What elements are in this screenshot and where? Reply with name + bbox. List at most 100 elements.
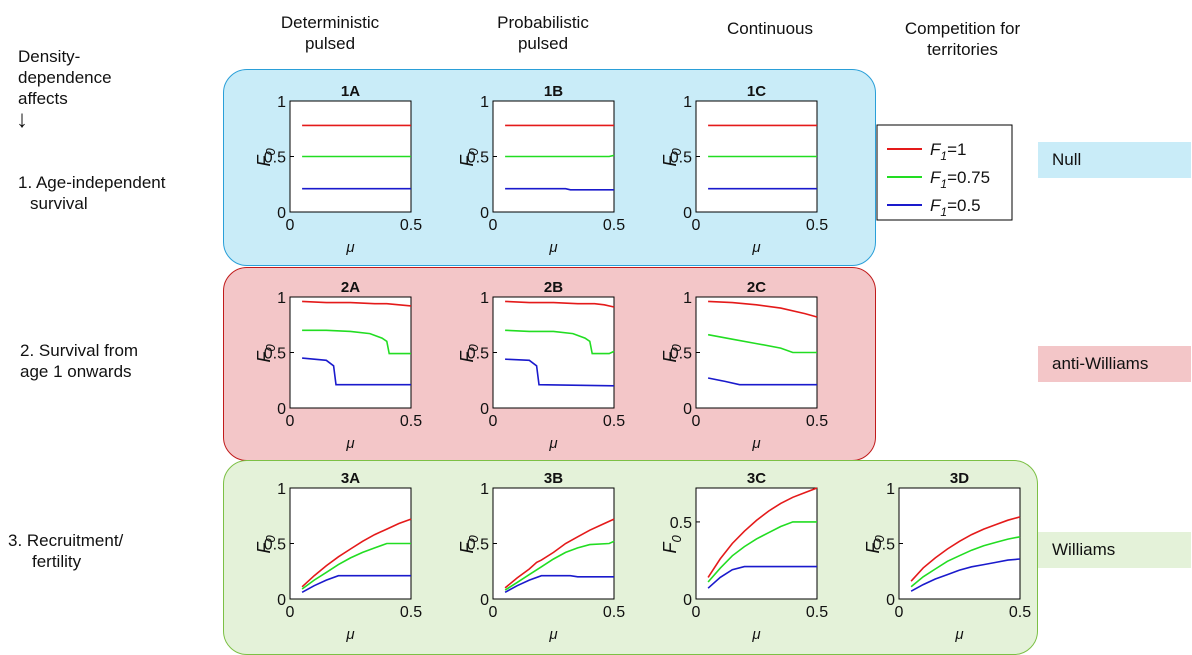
series-line-F1-0-5 bbox=[505, 358, 615, 387]
x-axis-label: μ bbox=[954, 626, 963, 643]
y-tick-label: 0 bbox=[480, 401, 489, 418]
chart-title: 2C bbox=[747, 279, 766, 296]
legend-label: F1=1 bbox=[930, 140, 966, 163]
tag-null: Null bbox=[1038, 142, 1191, 178]
x-tick-label: 0 bbox=[286, 217, 295, 234]
x-axis-label: μ bbox=[345, 435, 354, 452]
chart-title: 2B bbox=[544, 279, 563, 296]
y-tick-label: 1 bbox=[683, 290, 692, 307]
x-axis-label: μ bbox=[751, 626, 760, 643]
y-tick-label: 1 bbox=[277, 290, 286, 307]
y-tick-label: 0.5 bbox=[467, 346, 489, 363]
x-tick-label: 0 bbox=[692, 604, 701, 621]
x-tick-label: 0 bbox=[489, 217, 498, 234]
x-tick-label: 0.5 bbox=[400, 413, 422, 430]
series-line-F1-0-5 bbox=[910, 558, 1021, 592]
column-header-continuous: Continuous bbox=[726, 19, 813, 38]
y-tick-label: 1 bbox=[683, 94, 692, 111]
series-line-F1-1 bbox=[302, 300, 412, 307]
x-axis-label: μ bbox=[345, 626, 354, 643]
column-header-deterministic: Deterministic pulsed bbox=[280, 13, 380, 53]
chart-title: 3B bbox=[544, 470, 563, 487]
series-line-F1-0-75 bbox=[504, 540, 615, 591]
y-tick-label: 1 bbox=[480, 481, 489, 498]
y-tick-label: 0 bbox=[683, 592, 692, 609]
row-label-1: 1. Age-independent survival bbox=[18, 173, 166, 213]
x-axis-label: μ bbox=[548, 239, 557, 256]
plot-area bbox=[289, 296, 412, 409]
series-line-F1-0-5 bbox=[505, 187, 614, 191]
legend: F1=1 F1=0.75 F1=0.5 bbox=[876, 124, 1013, 221]
y-tick-label: 1 bbox=[277, 481, 286, 498]
y-tick-label: 0 bbox=[683, 205, 692, 222]
y-tick-label: 0.5 bbox=[264, 346, 286, 363]
series-line-F1-1 bbox=[708, 300, 818, 318]
side-header: Density- dependence affects ↓ bbox=[16, 47, 112, 133]
y-tick-label: 0.5 bbox=[264, 537, 286, 554]
x-tick-label: 0.5 bbox=[806, 604, 828, 621]
tag-williams: Williams bbox=[1038, 532, 1191, 568]
legend-label: F1=0.75 bbox=[930, 168, 990, 191]
x-tick-label: 0 bbox=[692, 217, 701, 234]
series-line-F1-0-75 bbox=[707, 333, 817, 354]
y-tick-label: 0.5 bbox=[670, 150, 692, 167]
x-tick-label: 0.5 bbox=[806, 413, 828, 430]
x-axis-label: μ bbox=[345, 239, 354, 256]
y-tick-label: 0 bbox=[886, 592, 895, 609]
chart-title: 3C bbox=[747, 470, 766, 487]
y-tick-label: 1 bbox=[277, 94, 286, 111]
series-line-F1-0-75 bbox=[505, 329, 615, 355]
series-line-F1-0-5 bbox=[302, 357, 411, 386]
tag-anti-williams: anti-Williams bbox=[1038, 346, 1191, 382]
y-tick-label: 1 bbox=[480, 290, 489, 307]
y-tick-label: 0.5 bbox=[873, 537, 895, 554]
series-line-F1-0-75 bbox=[302, 329, 411, 355]
series-line-F1-1 bbox=[504, 518, 615, 589]
legend-label: F1=0.5 bbox=[930, 196, 981, 219]
y-tick-label: 0 bbox=[277, 205, 286, 222]
series-line-F1-1 bbox=[707, 487, 818, 578]
y-tick-label: 1 bbox=[886, 481, 895, 498]
chart-title: 1C bbox=[747, 83, 766, 100]
chart-title: 3D bbox=[950, 470, 969, 487]
x-tick-label: 0.5 bbox=[1009, 604, 1031, 621]
y-axis-label: F0 bbox=[660, 535, 684, 554]
chart-3C: 3C 0 0.5 0 0.5 μ F0 bbox=[660, 470, 828, 643]
x-axis-label: μ bbox=[548, 435, 557, 452]
chart-title: 3A bbox=[341, 470, 360, 487]
x-axis-label: μ bbox=[751, 435, 760, 452]
series-line-F1-0-75 bbox=[910, 536, 1021, 588]
x-axis-label: μ bbox=[548, 626, 557, 643]
y-tick-label: 0 bbox=[683, 401, 692, 418]
y-tick-label: 0.5 bbox=[467, 150, 489, 167]
chart-title: 1A bbox=[341, 83, 360, 100]
y-tick-label: 0 bbox=[480, 205, 489, 222]
x-tick-label: 0.5 bbox=[603, 217, 625, 234]
series-line-F1-1 bbox=[505, 300, 615, 308]
series-line-F1-0-75 bbox=[505, 154, 615, 158]
x-tick-label: 0 bbox=[286, 604, 295, 621]
chart-title: 2A bbox=[341, 279, 360, 296]
chart-title: 1B bbox=[544, 83, 563, 100]
y-tick-label: 0 bbox=[480, 592, 489, 609]
y-tick-label: 0.5 bbox=[264, 150, 286, 167]
x-tick-label: 0 bbox=[489, 413, 498, 430]
series-line-F1-0-75 bbox=[301, 542, 411, 590]
row-label-3: 3. Recruitment/ fertility bbox=[8, 531, 124, 571]
x-tick-label: 0.5 bbox=[806, 217, 828, 234]
y-tick-label: 0.5 bbox=[670, 346, 692, 363]
x-tick-label: 0.5 bbox=[603, 604, 625, 621]
series-line-F1-1 bbox=[301, 518, 412, 588]
x-tick-label: 0.5 bbox=[400, 604, 422, 621]
series-line-F1-0-75 bbox=[707, 521, 817, 583]
y-tick-label: 1 bbox=[480, 94, 489, 111]
